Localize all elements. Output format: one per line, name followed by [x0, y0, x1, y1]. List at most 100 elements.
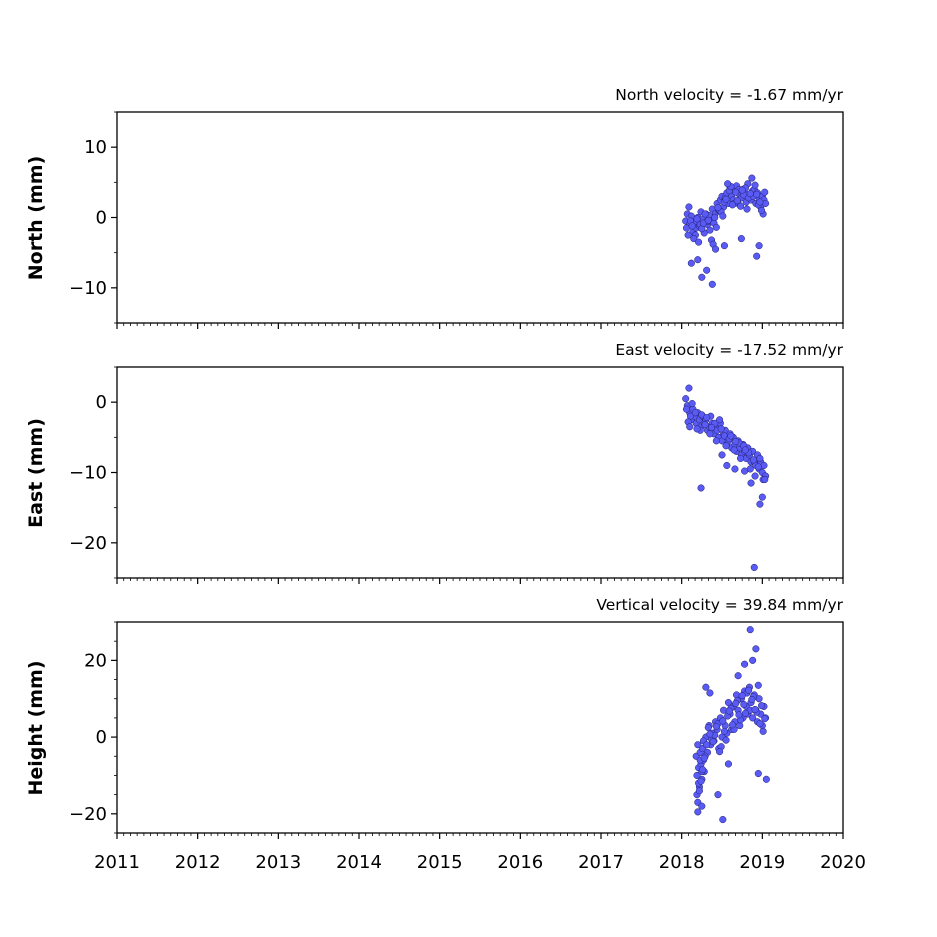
height-data-point — [704, 723, 712, 732]
height-data-point — [741, 660, 749, 668]
north-data-point — [703, 266, 711, 274]
east-data-point — [703, 414, 711, 422]
north-y-tick-label: 0 — [96, 208, 107, 229]
north-data-point — [712, 223, 720, 231]
north-data-point — [698, 273, 706, 281]
east-data-point — [693, 425, 701, 433]
north-data-point — [706, 226, 714, 234]
north-data-point — [711, 213, 719, 222]
height-data-point — [694, 741, 702, 749]
north-y-tick-label: 10 — [84, 137, 107, 158]
east-axes-frame — [116, 366, 844, 579]
east-data-point — [697, 484, 705, 492]
height-data-point — [699, 766, 707, 774]
north-data-point — [732, 188, 740, 196]
east-data-point — [688, 400, 696, 408]
east-data-point — [750, 563, 758, 572]
north-velocity-title: North velocity = -1.67 mm/yr — [615, 86, 843, 104]
height-axis-label: Height (mm) — [25, 660, 47, 795]
north-data-point — [728, 201, 737, 209]
height-data-point — [752, 645, 760, 653]
height-data-point — [697, 777, 705, 785]
east-velocity-title: East velocity = -17.52 mm/yr — [615, 341, 843, 359]
north-data-point — [712, 245, 720, 253]
height-data-point — [745, 686, 753, 694]
north-data-point — [746, 190, 754, 198]
east-data-point — [682, 405, 691, 413]
height-y-tick-label: −20 — [69, 804, 107, 825]
north-data-point — [720, 242, 728, 250]
north-data-point — [753, 252, 761, 260]
north-data-point — [756, 198, 764, 206]
height-data-point — [732, 699, 740, 707]
north-data-point — [755, 242, 763, 250]
height-axes-frame — [116, 621, 844, 834]
height-data-point — [740, 700, 748, 709]
east-data-point — [731, 465, 739, 473]
height-data-point — [694, 808, 702, 816]
east-data-point — [756, 454, 764, 462]
east-data-point — [723, 461, 731, 470]
height-data-point — [761, 715, 769, 723]
height-data-point — [709, 738, 717, 746]
height-data-point — [759, 727, 767, 735]
height-data-point — [702, 683, 710, 691]
north-data-point — [748, 174, 756, 182]
east-marks: −20 −10 0 — [69, 366, 844, 584]
height-data-point — [762, 775, 770, 783]
height-data-point — [757, 702, 766, 710]
north-data-point — [701, 210, 709, 218]
height-data-point — [751, 705, 759, 714]
north-data-point — [714, 204, 722, 212]
north-marks: −10 0 10 — [69, 111, 844, 329]
height-data-point — [693, 771, 701, 780]
east-data-point — [718, 451, 726, 459]
north-data-point — [719, 212, 727, 220]
east-data-point — [756, 500, 764, 508]
east-data-point — [691, 409, 699, 417]
north-data-point — [694, 256, 702, 264]
north-y-tick-label: −10 — [69, 278, 107, 299]
height-data-point — [720, 727, 728, 735]
north-data-point — [753, 190, 761, 198]
east-data-point — [747, 479, 755, 487]
north-data-point — [687, 259, 695, 267]
east-data-point — [706, 430, 714, 438]
height-y-tick-label: 0 — [96, 727, 107, 748]
height-x-tick-label: 2017 — [578, 852, 624, 873]
height-data-point — [746, 626, 754, 634]
height-data-point — [725, 707, 733, 715]
height-data-point — [754, 769, 762, 778]
east-data-point — [712, 437, 720, 445]
east-data-point — [758, 493, 766, 501]
height-data-point — [714, 791, 722, 799]
east-data-point — [754, 463, 762, 471]
north-data-point — [724, 180, 732, 188]
east-panel: East velocity = -17.52 mm/yr East (mm) −… — [25, 341, 844, 584]
east-y-tick-label: −10 — [69, 463, 107, 484]
height-x-tick-label: 2012 — [175, 852, 221, 873]
north-data-point — [690, 235, 698, 243]
height-panel: Vertical velocity = 39.84 mm/yr Height (… — [25, 596, 866, 873]
north-data-point — [695, 238, 703, 246]
east-data-point — [730, 446, 738, 454]
height-x-tick-label: 2019 — [739, 852, 785, 873]
north-data-point — [722, 195, 730, 203]
height-data-point — [700, 754, 708, 762]
height-data-point — [703, 741, 711, 749]
height-data-point — [722, 736, 730, 744]
east-data-point — [741, 446, 749, 454]
height-data-point — [695, 787, 703, 795]
north-data-point — [737, 202, 745, 210]
east-data-point — [716, 416, 724, 424]
height-data-point — [706, 689, 714, 697]
vertical-velocity-title: Vertical velocity = 39.84 mm/yr — [596, 596, 843, 614]
north-data-point — [757, 206, 766, 215]
height-data-point — [719, 816, 727, 824]
height-data-point — [716, 748, 724, 756]
north-panel: North velocity = -1.67 mm/yr North (mm) … — [25, 86, 844, 329]
east-y-tick-label: 0 — [96, 392, 107, 413]
east-data-point — [751, 472, 759, 480]
height-x-tick-label: 2020 — [820, 852, 866, 873]
